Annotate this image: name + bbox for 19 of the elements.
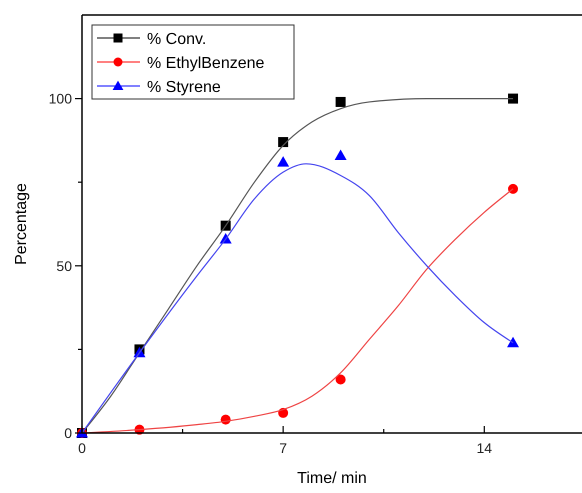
point bbox=[508, 184, 518, 194]
point bbox=[336, 374, 346, 384]
x-tick-label: 14 bbox=[476, 440, 492, 456]
y-tick-label: 0 bbox=[64, 425, 72, 441]
point bbox=[336, 96, 346, 107]
y-tick-label: 100 bbox=[48, 90, 72, 107]
y-tick-label: 50 bbox=[56, 258, 72, 274]
point bbox=[277, 156, 290, 167]
point bbox=[508, 94, 518, 104]
point bbox=[278, 137, 288, 148]
x-axis-title: Time/ min bbox=[297, 470, 367, 487]
legend-label: % Styrene bbox=[147, 79, 221, 96]
y-axis-title: Percentage bbox=[13, 182, 30, 265]
legend-label: % EthylBenzene bbox=[147, 55, 265, 72]
x-tick-label: 7 bbox=[279, 440, 288, 456]
point bbox=[507, 336, 520, 348]
x-tick-label: 0 bbox=[78, 440, 86, 456]
point bbox=[334, 149, 347, 160]
legend-label: % Conv. bbox=[147, 31, 206, 48]
